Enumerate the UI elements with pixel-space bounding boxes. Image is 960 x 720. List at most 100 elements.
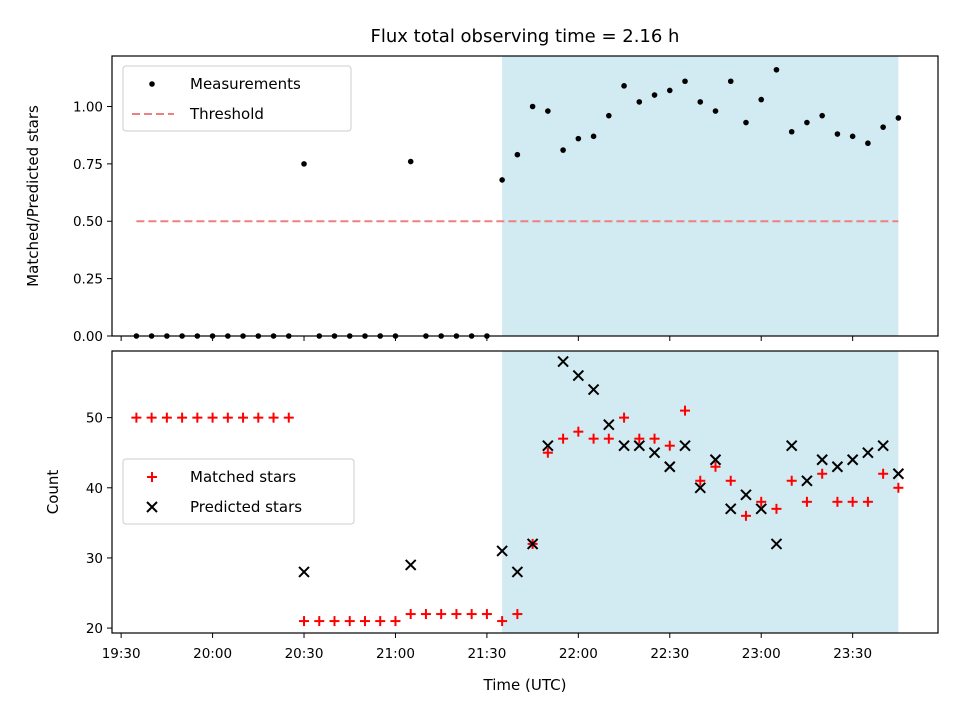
x-tick-label: 21:30	[467, 646, 506, 662]
matched-stars-point	[756, 496, 767, 507]
measurement-point	[407, 158, 414, 165]
matched-stars-point	[695, 475, 706, 486]
matched-stars-point	[817, 468, 828, 479]
measurement-point	[636, 99, 643, 105]
axes-frame	[111, 350, 939, 634]
predicted-stars-point	[831, 461, 844, 473]
matched-stars-point	[299, 616, 310, 627]
ratio-panel: 0.00 0.25 0.50 0.75 1.00 Matched/Predicted st…	[24, 55, 939, 345]
matched-stars-point	[161, 412, 172, 423]
shaded-observing-window	[502, 56, 899, 336]
predicted-stars-point	[526, 538, 539, 550]
matched-stars-point	[664, 440, 675, 451]
measurement-point	[590, 133, 597, 140]
measurement-point	[560, 147, 566, 153]
matched-stars-point	[466, 609, 477, 620]
measurement-point	[606, 112, 612, 119]
matched-stars-point	[375, 616, 386, 627]
predicted-stars-point	[496, 545, 508, 557]
shaded-observing-window	[502, 351, 899, 633]
x-tick-label: 23:30	[833, 646, 872, 662]
y-tick-label: 20	[86, 621, 103, 637]
predicted-stars-point	[618, 439, 630, 452]
x-axis-title: Time (UTC)	[483, 676, 567, 694]
predicted-stars-point	[740, 489, 752, 501]
x-tick-label: 22:30	[650, 646, 689, 662]
measurement-point	[849, 133, 856, 140]
matched-stars-point	[588, 433, 599, 444]
y-tick-label: 30	[86, 551, 103, 567]
measurement-point	[804, 119, 810, 126]
matched-stars-point	[862, 496, 873, 507]
y-tick-label: 0.50	[73, 214, 103, 230]
matched-stars-point	[420, 609, 431, 620]
matched-stars-point	[878, 468, 889, 479]
predicted-stars-point	[755, 503, 767, 515]
x-tick-label: 21:00	[376, 646, 415, 662]
measurement-point	[666, 87, 673, 94]
predicted-stars-point	[801, 475, 813, 487]
legend-label: Matched stars	[190, 468, 296, 486]
measurement-point	[819, 112, 825, 119]
predicted-stars-point	[846, 454, 859, 466]
matched-stars-point	[573, 426, 584, 437]
measurement-point	[880, 124, 886, 130]
predicted-stars-point	[542, 439, 554, 452]
y-tick-label: 1.00	[73, 99, 103, 115]
matched-stars-point	[359, 616, 370, 627]
measurement-point	[514, 151, 521, 158]
matched-stars-point	[832, 496, 843, 507]
matched-stars-point	[603, 433, 614, 444]
predicted-stars-point	[892, 468, 905, 480]
matched-stars-point	[253, 412, 264, 423]
y-tick-label: 50	[86, 411, 103, 427]
predicted-stars-point	[785, 439, 798, 452]
measurement-point	[499, 177, 505, 183]
matched-stars-point	[619, 412, 630, 423]
predicted-stars-point	[298, 566, 310, 578]
y-axis-title: Count	[44, 470, 62, 515]
predicted-stars-point	[603, 418, 615, 431]
matched-stars-point	[634, 433, 645, 444]
count-panel: 20 30 40 50 19:30 20:00 20:30 21:00 21:30 22:00 22…	[44, 350, 939, 662]
matched-stars-point	[512, 609, 523, 620]
matched-stars-point	[344, 616, 355, 627]
measurement-point	[758, 96, 765, 103]
predicted-stars-point	[679, 439, 691, 452]
x-tick-label: 20:00	[193, 646, 232, 662]
matched-stars-point	[222, 412, 233, 423]
matched-stars-point	[390, 616, 401, 627]
x-tick-label: 22:00	[559, 646, 598, 662]
measurement-point	[895, 115, 902, 121]
matched-stars-point	[451, 609, 462, 620]
matched-stars-point	[558, 433, 569, 444]
y-tick-label: 0.00	[73, 329, 103, 345]
matched-stars-point	[801, 496, 812, 507]
matched-stars-point	[893, 482, 904, 493]
measurement-point	[727, 78, 734, 85]
axes-frame	[111, 55, 939, 337]
predicted-stars-point	[694, 482, 706, 494]
y-axis-title: Matched/Predicted stars	[24, 105, 42, 287]
measurement-point	[651, 92, 658, 98]
measurement-point	[545, 108, 551, 114]
legend-label: Predicted stars	[190, 498, 302, 516]
predicted-stars-point	[633, 439, 646, 452]
matched-stars-point	[542, 447, 553, 458]
predicted-stars-point	[648, 447, 661, 459]
matched-stars-point	[238, 412, 249, 423]
measurement-point	[621, 83, 627, 89]
measurement-point	[529, 103, 536, 110]
matched-stars-point	[725, 475, 736, 486]
predicted-stars-point	[587, 383, 600, 396]
predicted-stars-point	[709, 454, 722, 466]
predicted-stars-point	[572, 369, 585, 382]
matched-stars-point	[481, 609, 492, 620]
measurement-point	[575, 135, 582, 142]
measurement-point	[743, 119, 749, 126]
matched-stars-point	[131, 412, 142, 423]
predicted-stars-point	[725, 503, 737, 515]
matched-stars-point	[771, 503, 782, 514]
legend-label: Threshold	[189, 105, 264, 123]
matched-stars-point	[740, 510, 751, 521]
